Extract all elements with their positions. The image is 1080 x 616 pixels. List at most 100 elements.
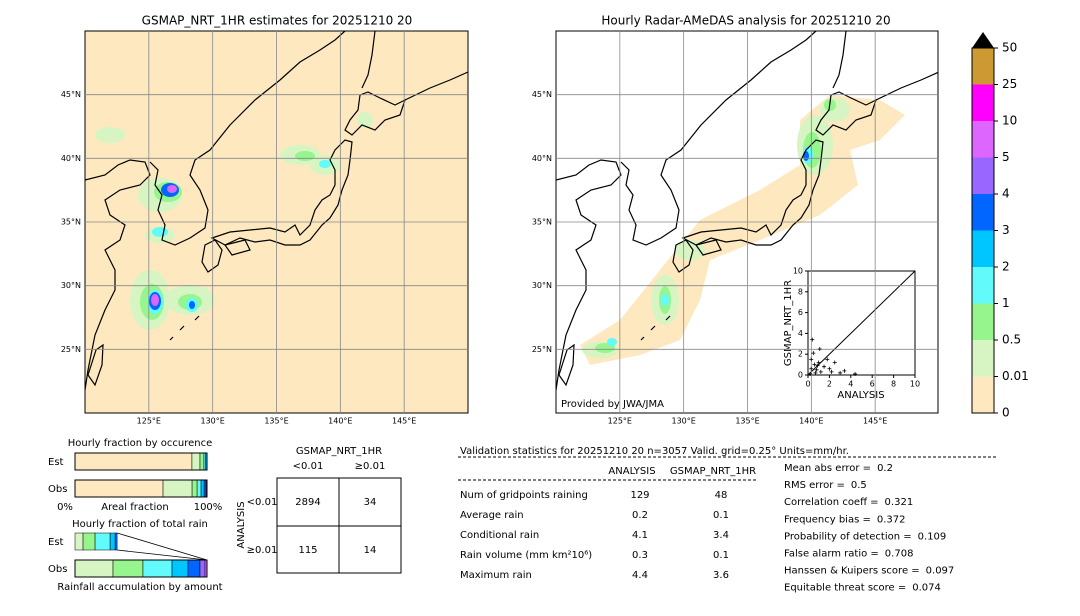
scatter-point <box>853 371 858 376</box>
fraction-segment <box>142 559 173 578</box>
column-header: GSMAP_NRT_1HR <box>670 466 756 477</box>
table-cell: 2894 <box>295 497 320 508</box>
inset-bg <box>780 264 925 398</box>
fraction-segment <box>82 532 96 551</box>
panel-title: Hourly fraction of total rain <box>72 519 208 530</box>
credit: Provided by JWA/JMA <box>561 399 664 410</box>
stat-label: Average rain <box>460 510 524 521</box>
score-value: 0.5 <box>851 480 867 491</box>
colorbar-label: 1 <box>1002 296 1010 310</box>
scatter-point <box>811 351 816 356</box>
stat-value: 0.1 <box>713 510 729 521</box>
lat-tick-label: 45°N <box>532 90 552 99</box>
score-label: False alarm ratio = <box>784 549 879 560</box>
fraction-segment <box>199 559 206 578</box>
score-label: RMS error = <box>784 480 845 491</box>
colorbar-label: 0.5 <box>1002 333 1021 347</box>
y-tick-label: 8 <box>798 287 803 296</box>
fraction-segment <box>74 532 84 551</box>
table-cell: 14 <box>364 545 377 556</box>
lat-tick-label: 40°N <box>61 154 81 163</box>
scatter-point <box>842 368 847 373</box>
y-tick-label: 10 <box>793 267 803 276</box>
y-tick-label: 4 <box>798 329 803 338</box>
score-label: Probability of detection = <box>784 531 912 542</box>
x-tick-label: 8 <box>891 380 896 389</box>
scatter-point <box>810 337 815 342</box>
x-tick-label: 6 <box>870 380 875 389</box>
fraction-segment <box>74 452 193 471</box>
row-header: ≥0.01 <box>247 545 278 556</box>
inset-frame <box>807 270 916 376</box>
score-value: 0.372 <box>877 514 906 525</box>
lat-tick-label: 40°N <box>532 154 552 163</box>
colorbar-label: 0 <box>1002 406 1010 420</box>
x-tick-label: 4 <box>848 380 853 389</box>
column-header: ≥0.01 <box>355 461 386 472</box>
axis-end-label: 0% <box>57 502 73 513</box>
score-value: 0.109 <box>918 531 947 542</box>
row-label: Est <box>48 537 64 548</box>
map-title: Hourly Radar-AMeDAS analysis for 2025121… <box>601 14 890 28</box>
scatter-point <box>809 366 814 371</box>
y-tick-label: 0 <box>798 371 803 380</box>
fraction-segment <box>114 532 118 551</box>
stat-value: 0.1 <box>713 550 729 561</box>
score: False alarm ratio = 0.708 <box>784 549 913 560</box>
y-tick-label: 2 <box>798 350 803 359</box>
lon-tick-label: 135°E <box>735 417 759 426</box>
colorbar-segment <box>972 303 994 340</box>
fraction-segment <box>74 559 114 578</box>
stat-label: Num of gridpoints raining <box>460 490 588 501</box>
scatter-point <box>814 367 819 372</box>
lon-tick-label: 140°E <box>799 417 823 426</box>
score: RMS error = 0.5 <box>784 480 867 491</box>
score: Correlation coeff = 0.321 <box>784 497 913 508</box>
table-title: GSMAP_NRT_1HR <box>296 446 382 457</box>
colorbar-segment <box>972 157 994 194</box>
fraction-segment <box>191 452 201 471</box>
map-title: GSMAP_NRT_1HR estimates for 20251210 20 <box>142 14 413 28</box>
colorbar-segment <box>972 84 994 121</box>
scatter-point <box>822 364 827 369</box>
score-value: 0.074 <box>912 583 941 594</box>
scatter-point <box>825 357 830 362</box>
row-label: Obs <box>48 484 67 495</box>
score-label: Hanssen & Kuipers score = <box>784 566 920 577</box>
score: Hanssen & Kuipers score = 0.097 <box>784 566 954 577</box>
lon-tick-label: 135°E <box>264 417 288 426</box>
colorbar-label: 25 <box>1002 77 1017 91</box>
fraction-segment <box>199 452 205 471</box>
lat-tick-label: 30°N <box>532 281 552 290</box>
scatter-point <box>813 370 818 375</box>
y-tick-label: 6 <box>798 308 803 317</box>
lat-tick-label: 30°N <box>61 281 81 290</box>
colorbar-label: 50 <box>1002 41 1017 55</box>
fraction-segment <box>112 559 144 578</box>
stat-label: Conditional rain <box>460 530 539 541</box>
stat-label: Rain volume (mm km²10⁶) <box>460 550 592 561</box>
scatter-point <box>838 370 843 375</box>
fraction-segment <box>171 559 189 578</box>
fraction-segment <box>74 479 164 498</box>
score: Equitable threat score = 0.074 <box>784 583 941 594</box>
colorbar-segment <box>972 376 994 413</box>
fraction-segment <box>200 479 205 498</box>
colorbar-label: 4 <box>1002 187 1010 201</box>
colorbar-label: 2 <box>1002 260 1010 274</box>
score: Mean abs error = 0.2 <box>784 463 893 474</box>
scatter-point <box>816 360 821 365</box>
score-label: Correlation coeff = <box>784 497 879 508</box>
scatter-point <box>832 360 837 365</box>
colorbar-segment <box>972 48 994 85</box>
lat-tick-label: 35°N <box>61 218 81 227</box>
colorbar-segment <box>972 267 994 304</box>
lon-tick-label: 130°E <box>672 417 696 426</box>
axis-label: Areal fraction <box>101 502 168 513</box>
score-label: Equitable threat score = <box>784 583 906 594</box>
axis-label: Rainfall accumulation by amount <box>57 582 222 593</box>
score: Probability of detection = 0.109 <box>784 531 946 542</box>
row-header: <0.01 <box>247 497 278 508</box>
scatter-point <box>812 362 817 367</box>
